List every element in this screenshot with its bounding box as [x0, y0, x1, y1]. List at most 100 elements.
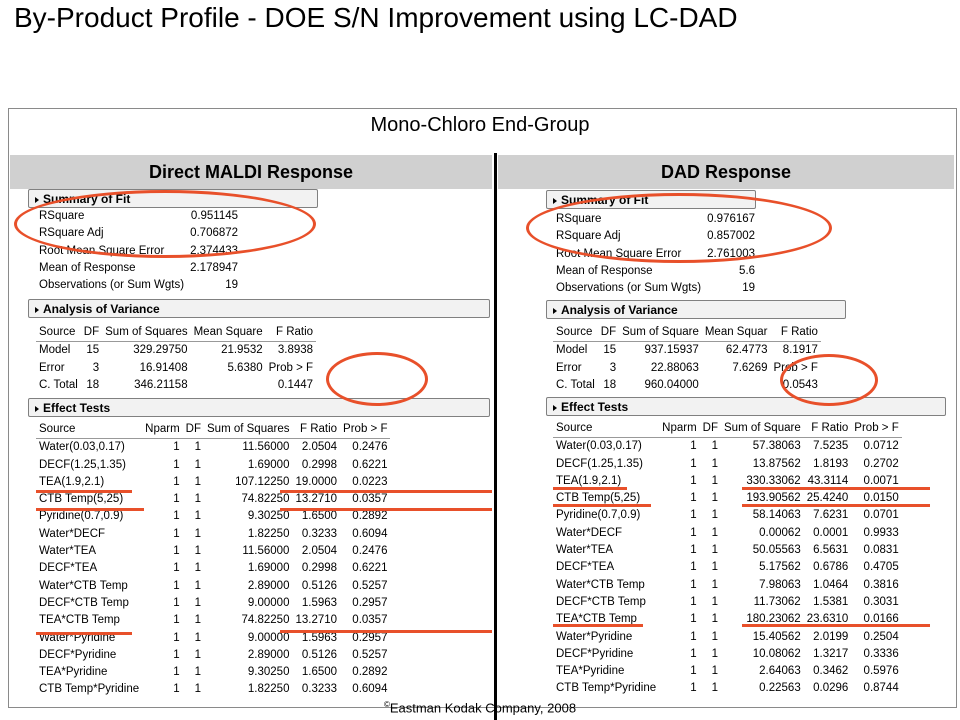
highlight-underline — [742, 624, 930, 627]
table-cell: 22.88063 — [650, 361, 699, 374]
analysis-of-variance-header[interactable]: Analysis of Variance — [546, 300, 846, 319]
table-row: DECF*Pyridine 1 1 2.89000 0.5126 0.5257 — [36, 647, 390, 664]
disclosure-triangle-icon[interactable] — [35, 196, 39, 203]
table-cell: TEA*Pyridine — [39, 666, 108, 679]
table-cell: 1 — [173, 562, 180, 575]
table-cell: 74.82250 — [241, 614, 290, 627]
table-cell: 0.3462 — [813, 665, 849, 678]
column-header: Sum of Square — [619, 324, 702, 343]
table-cell: 0.2476 — [352, 545, 388, 558]
table-cell: 0.0712 — [863, 440, 899, 453]
table-row: CTB Temp*Pyridine 1 1 1.82250 0.3233 0.6094 — [36, 681, 390, 698]
table-cell: 1 — [173, 545, 180, 558]
disclosure-triangle-icon[interactable] — [553, 197, 557, 204]
table-cell: 57.38063 — [752, 440, 801, 453]
column-header: Mean Square — [190, 324, 266, 343]
table-cell: Model — [556, 344, 588, 357]
table-cell: 1 — [690, 682, 697, 695]
table-cell: 0.0166 — [863, 613, 899, 626]
table-cell: DECF*TEA — [556, 561, 615, 574]
disclosure-triangle-icon[interactable] — [35, 405, 39, 412]
table-row: Model 15 937.15937 62.4773 8.1917 — [553, 342, 821, 360]
table-cell: 11.56000 — [242, 441, 290, 454]
table-cell: 1 — [173, 493, 180, 506]
table-row: Observations (or Sum Wgts) 19 — [36, 277, 241, 294]
stat-value: 19 — [225, 279, 239, 292]
table-cell: 0.9933 — [863, 526, 899, 539]
table-cell: 937.15937 — [644, 344, 699, 357]
table-cell: 0.0701 — [863, 509, 899, 522]
table-row: Water*Pyridine 1 1 15.40562 2.0199 0.2504 — [553, 629, 902, 646]
table-cell: 7.98063 — [759, 578, 801, 591]
table-row: DECF(1.25,1.35) 1 1 1.69000 0.2998 0.6221 — [36, 457, 390, 474]
table-cell: 1 — [173, 666, 180, 679]
table-cell: DECF*TEA — [39, 562, 98, 575]
table-cell: 13.2710 — [295, 614, 338, 627]
disclosure-triangle-icon[interactable] — [553, 404, 557, 411]
table-cell: 1 — [194, 631, 201, 644]
table-cell: 1 — [690, 526, 697, 539]
table-cell: DECF(1.25,1.35) — [556, 457, 643, 470]
table-cell: 0.0296 — [813, 682, 849, 695]
table-row: DECF*Pyridine 1 1 10.08062 1.3217 0.3336 — [553, 646, 902, 663]
table-cell: 1 — [690, 492, 697, 505]
maldi-response-header: Direct MALDI Response — [10, 155, 492, 189]
highlight-underline — [553, 487, 627, 490]
effect-tests-table: Source Nparm DF Sum of Squares F Ratio Prob >… — [36, 421, 391, 699]
table-cell: 1 — [711, 665, 718, 678]
table-cell: 10.08062 — [752, 647, 801, 660]
column-header: Sum of Squares — [102, 324, 191, 343]
column-header: F Ratio — [770, 324, 821, 343]
rsquare-highlight-circle — [526, 193, 832, 263]
table-cell: 21.9532 — [221, 344, 263, 357]
table-cell: 0.2957 — [352, 631, 388, 644]
table-cell: Water*CTB Temp — [39, 579, 128, 592]
table-row: DECF(1.25,1.35) 1 1 13.87562 1.8193 0.2702 — [553, 456, 902, 473]
rsquare-highlight-circle — [14, 190, 316, 258]
analysis-of-variance-header[interactable]: Analysis of Variance — [28, 299, 490, 318]
table-cell: 1 — [173, 510, 180, 523]
column-header: Nparm — [142, 421, 183, 440]
table-cell: Pyridine(0.7,0.9) — [556, 509, 641, 522]
disclosure-triangle-icon[interactable] — [553, 307, 557, 314]
table-row: Water*DECF 1 1 1.82250 0.3233 0.6094 — [36, 526, 390, 543]
table-cell: 0.3031 — [863, 595, 899, 608]
table-cell: 1 — [690, 647, 697, 660]
table-cell: 1 — [711, 544, 718, 557]
table-cell: 1 — [711, 595, 718, 608]
table-cell: 1.5381 — [813, 595, 849, 608]
table-cell: 15.40562 — [752, 630, 801, 643]
table-cell: 1 — [194, 666, 201, 679]
column-header: Nparm — [659, 420, 700, 439]
column-header: DF — [699, 420, 721, 439]
disclosure-triangle-icon[interactable] — [35, 306, 39, 313]
table-cell: Water*DECF — [39, 527, 106, 540]
effect-tests-header[interactable]: Effect Tests — [28, 398, 490, 417]
table-cell: 0.5126 — [301, 648, 338, 661]
table-cell: 1 — [173, 458, 180, 471]
table-row: Water(0.03,0.17) 1 1 57.38063 7.5235 0.0712 — [553, 438, 902, 456]
anova-table: Source DF Sum of Squares Mean Square F Ratio… — [36, 324, 317, 394]
table-cell: 0.3816 — [863, 578, 899, 591]
table-cell: 1.82250 — [247, 683, 290, 696]
table-cell: Pyridine(0.7,0.9) — [39, 510, 124, 523]
copyright-footer: ©Eastman Kodak Company, 2008 — [0, 700, 960, 715]
table-cell: 11.56000 — [242, 545, 290, 558]
column-header: Mean Squar — [701, 324, 771, 343]
prob-f-highlight-circle — [780, 354, 878, 406]
effect-tests-header[interactable]: Effect Tests — [546, 397, 946, 416]
table-cell: Water*Pyridine — [556, 630, 633, 643]
table-row: Water*CTB Temp 1 1 2.89000 0.5126 0.5257 — [36, 578, 390, 595]
table-cell: Water(0.03,0.17) — [39, 441, 125, 454]
table-cell: 1 — [690, 665, 697, 678]
column-header: Source — [36, 324, 81, 343]
table-cell: 1 — [194, 596, 201, 609]
section-label: Effect Tests — [43, 401, 111, 415]
table-cell: 0.0150 — [863, 492, 899, 505]
table-cell: 3 — [92, 361, 100, 374]
table-cell: 1 — [690, 561, 697, 574]
table-cell: 0.6094 — [352, 527, 388, 540]
table-row: TEA*Pyridine 1 1 9.30250 1.6500 0.2892 — [36, 664, 390, 681]
table-cell: 1 — [194, 683, 201, 696]
table-cell: 1 — [690, 544, 697, 557]
